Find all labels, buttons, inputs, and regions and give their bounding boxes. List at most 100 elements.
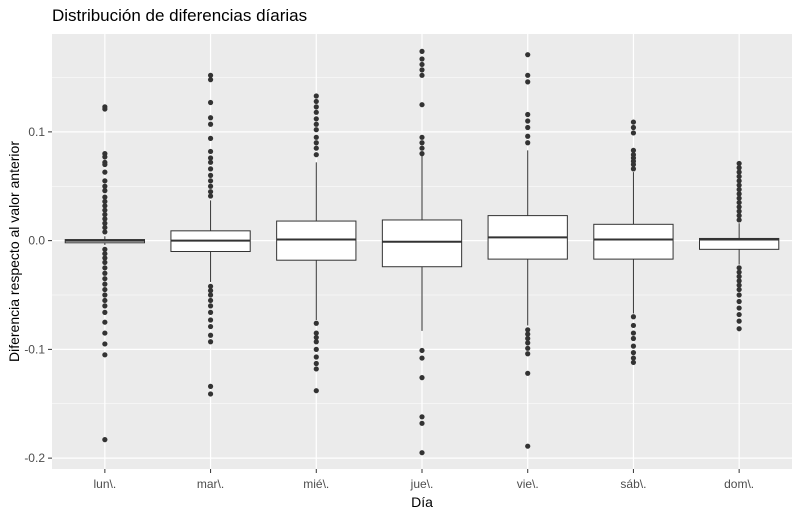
outlier-point [207,72,214,78]
outlier-point [630,147,637,153]
outlier-point [736,326,742,332]
outlier-point [630,314,637,320]
outlier-point [207,283,214,289]
outlier-point [736,186,742,193]
outlier-point [102,276,108,282]
outlier-point [736,292,742,298]
outlier-point [736,178,742,184]
outlier-point [736,204,742,210]
outlier-point [525,370,531,376]
x-tick-label: jue\. [410,477,434,491]
outlier-point [736,213,742,219]
outlier-point [313,366,319,372]
outlier-point [207,332,214,338]
outlier-point [102,211,108,218]
outlier-point [419,134,425,140]
outlier-point [102,207,108,213]
outlier-point [630,130,637,136]
outlier-point [207,115,214,121]
outlier-point [630,359,637,366]
outlier-point [525,327,531,333]
box-group [381,48,463,456]
outlier-point [313,116,319,122]
box-group [699,160,780,332]
outlier-point [207,193,214,199]
outlier-point [736,282,742,288]
outlier-point [102,352,108,358]
outlier-point [736,305,742,311]
outlier-point [525,345,531,351]
outlier-point [313,339,319,345]
outlier-point [630,343,637,349]
x-tick-label: lun\. [94,477,117,491]
outlier-point [525,340,531,346]
outlier-point [419,56,425,62]
outlier-point [525,140,531,146]
outlier-point [102,255,108,261]
outlier-point [313,152,319,158]
outlier-point [102,281,108,287]
outlier-point [313,93,319,99]
box-group [170,72,251,397]
outlier-point [419,420,425,426]
outlier-point [102,224,108,231]
outlier-point [102,303,108,309]
outlier-point [736,160,742,167]
box [699,237,780,250]
outlier-point [207,317,214,323]
outlier-point [313,360,319,367]
outlier-point [736,173,742,180]
outlier-point [419,72,425,78]
outlier-point [102,286,108,293]
outlier-point [525,72,531,78]
outlier-point [736,182,742,188]
outlier-point [102,330,108,336]
boxes [64,48,780,456]
outlier-point [313,330,319,336]
outlier-point [525,443,531,449]
outlier-point [207,391,214,397]
outlier-point [736,199,742,206]
y-tick-label: 0.1 [28,125,45,139]
outlier-point [736,298,742,305]
outlier-point [419,102,425,108]
outlier-point [419,414,425,420]
outlier-point [102,220,108,226]
outlier-point [313,134,319,140]
x-tick-label: mié\. [303,477,329,491]
outlier-point [102,437,108,443]
x-tick-label: mar\. [197,477,224,491]
outlier-point [102,292,108,298]
outlier-point [207,383,214,389]
outlier-point [207,183,214,189]
outlier-point [207,155,214,161]
y-tick-label: 0.0 [28,234,45,248]
outlier-point [207,166,214,172]
outlier-point [419,140,425,146]
outlier-point [207,159,214,165]
outlier-point [207,303,214,309]
outlier-point [313,127,319,133]
outlier-point [419,48,425,55]
outlier-point [102,203,108,209]
outlier-point [102,216,108,222]
outlier-point [736,217,742,223]
outlier-point [207,297,214,304]
outlier-point [525,351,531,357]
outlier-point [313,145,319,151]
outlier-point [313,98,319,105]
outlier-point [207,309,214,315]
outlier-point [102,246,108,252]
outlier-point [207,178,214,184]
outlier-point [207,172,214,178]
outlier-point [419,355,425,361]
y-tick-label: -0.1 [24,342,45,356]
outlier-point [313,388,319,394]
outlier-point [102,265,108,271]
outlier-point [736,318,742,324]
outlier-point [102,183,108,189]
outlier-point [102,154,108,160]
outlier-point [630,322,637,329]
x-axis-title: Día [411,494,433,510]
outlier-point [419,151,425,157]
